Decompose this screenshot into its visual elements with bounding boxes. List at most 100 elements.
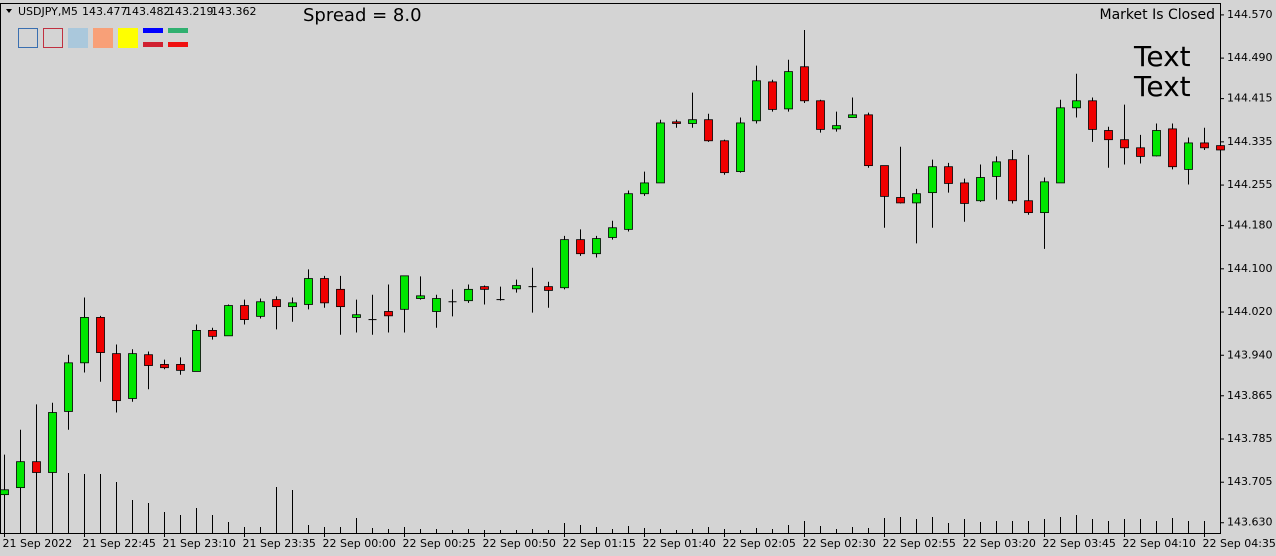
note: Text: [1133, 40, 1191, 73]
candle-body: [144, 354, 153, 366]
candle-body: [800, 66, 809, 102]
candle-body: [928, 166, 937, 194]
tool-icon[interactable]: [18, 28, 38, 48]
candle-body: [1184, 142, 1193, 170]
candle-body: [208, 330, 217, 337]
candle-body: [704, 119, 713, 142]
tool-icon[interactable]: [68, 28, 88, 48]
y-tick-label: 144.415: [1227, 92, 1273, 105]
candle-body: [96, 317, 105, 353]
candle-body: [816, 100, 825, 130]
candle-body: [0, 489, 9, 496]
quote: 143.362: [211, 5, 257, 18]
tool-icon[interactable]: [93, 28, 113, 48]
candle-body: [64, 362, 73, 412]
candle-body: [160, 364, 169, 369]
y-tick-label: 144.020: [1227, 305, 1273, 318]
candle-body: [864, 114, 873, 167]
candle-body: [32, 461, 41, 473]
candle-body: [432, 298, 441, 312]
y-tick-label: 144.255: [1227, 178, 1273, 191]
y-tick-label: 144.570: [1227, 8, 1273, 21]
candle-body: [1056, 107, 1065, 184]
candle-body: [464, 288, 473, 302]
candle-body: [112, 353, 121, 402]
candle-body: [784, 71, 793, 110]
candle-body: [768, 81, 777, 110]
menu-arrow[interactable]: [6, 9, 12, 13]
candle-body: [1088, 100, 1097, 130]
tool-icon[interactable]: [143, 42, 163, 47]
y-tick-label: 143.785: [1227, 432, 1273, 445]
candle-body: [1120, 139, 1129, 149]
candle-body: [128, 353, 137, 399]
tool-icon[interactable]: [168, 28, 188, 33]
x-tick-label: 22 Sep 00:50: [483, 537, 556, 550]
candle-body: [736, 122, 745, 172]
candle-body: [560, 239, 569, 289]
candle-body: [1008, 159, 1017, 202]
note: Text: [1133, 70, 1191, 103]
candle-body: [400, 275, 409, 310]
x-tick-label: 22 Sep 04:35: [1203, 537, 1276, 550]
y-tick-label: 143.865: [1227, 389, 1273, 402]
tool-icon[interactable]: [43, 28, 63, 48]
tool-icon[interactable]: [168, 42, 188, 47]
x-tick-label: 22 Sep 00:25: [403, 537, 476, 550]
x-tick-label: 22 Sep 01:40: [643, 537, 716, 550]
candle-body: [832, 125, 841, 130]
candle-body: [480, 286, 489, 290]
candle-body: [48, 412, 57, 473]
candle-body: [1024, 200, 1033, 214]
candle-body: [176, 364, 185, 371]
candle-body: [1200, 142, 1209, 149]
x-tick-label: 22 Sep 02:55: [883, 537, 956, 550]
candle-body: [80, 317, 89, 364]
candle-body: [896, 197, 905, 204]
candle-body: [192, 330, 201, 372]
market-status: Market Is Closed: [1100, 7, 1215, 23]
candle-body: [576, 239, 585, 255]
candle-body: [608, 227, 617, 238]
candle-body: [320, 278, 329, 304]
candle-body: [672, 121, 681, 124]
candle-body: [1040, 181, 1049, 214]
x-tick-label: 22 Sep 04:10: [1123, 537, 1196, 550]
toolbar: [18, 28, 188, 48]
quote: 143.477: [82, 5, 128, 18]
candle-body: [752, 80, 761, 122]
candle-body: [880, 165, 889, 197]
y-tick-label: 144.490: [1227, 51, 1273, 64]
candle-body: [592, 238, 601, 255]
candle-body: [240, 305, 249, 320]
candle-body: [256, 301, 265, 317]
x-tick-label: 21 Sep 23:35: [243, 537, 316, 550]
candle-body: [288, 302, 297, 308]
candle-body: [272, 299, 281, 308]
candle-body: [944, 166, 953, 184]
candle-body: [336, 288, 345, 308]
y-tick-label: 143.705: [1227, 475, 1273, 488]
tool-icon[interactable]: [143, 28, 163, 33]
x-tick-label: 21 Sep 23:10: [163, 537, 236, 550]
candle-body: [640, 182, 649, 195]
candle-body: [1104, 130, 1113, 141]
tool-icon[interactable]: [118, 28, 138, 48]
symbol: USDJPY,M5: [18, 5, 78, 18]
candle-body: [1072, 100, 1081, 109]
x-tick-label: 22 Sep 00:00: [323, 537, 396, 550]
candle-body: [512, 285, 521, 290]
x-tick-label: 22 Sep 03:45: [1043, 537, 1116, 550]
y-tick-label: 143.630: [1227, 516, 1273, 529]
candle-body: [848, 114, 857, 118]
candle-body: [688, 119, 697, 124]
x-tick-label: 21 Sep 2022: [3, 537, 73, 550]
y-tick-label: 144.100: [1227, 262, 1273, 275]
x-tick-label: 22 Sep 02:30: [803, 537, 876, 550]
candle-body: [1216, 145, 1225, 151]
quote: 143.482: [125, 5, 171, 18]
x-tick-label: 22 Sep 02:05: [723, 537, 796, 550]
y-tick-label: 143.940: [1227, 348, 1273, 361]
